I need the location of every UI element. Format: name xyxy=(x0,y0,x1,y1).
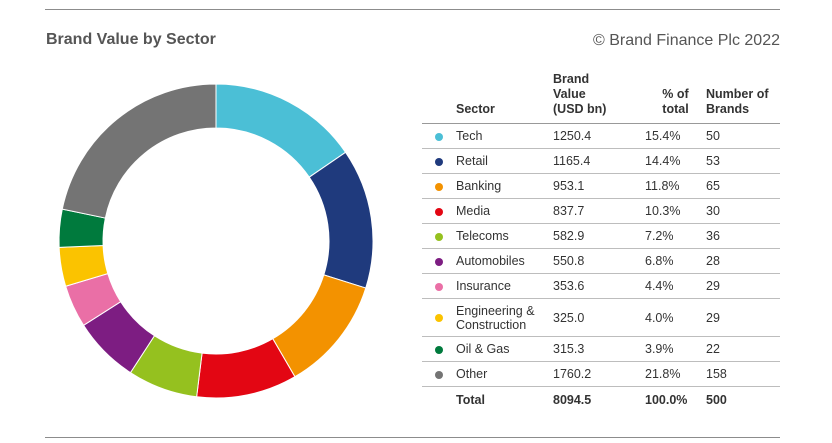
sector-name: Banking xyxy=(456,173,553,199)
sector-swatch xyxy=(422,148,456,174)
table-row: Retail 1165.4 14.4% 53 xyxy=(422,148,780,174)
sector-name: Retail xyxy=(456,148,553,174)
legend-dot-icon xyxy=(435,370,443,379)
sector-name: Automobiles xyxy=(456,248,553,274)
sector-swatch xyxy=(422,223,456,249)
top-rule xyxy=(45,9,780,10)
table-header-row: Sector Brand Value (USD bn) % of total N… xyxy=(422,72,780,124)
sector-swatch xyxy=(422,123,456,149)
brand-value: 550.8 xyxy=(553,248,645,274)
copyright-notice: © Brand Finance Plc 2022 xyxy=(592,32,780,49)
pct-of-total: 3.9% xyxy=(645,336,706,362)
table-row: Other 1760.2 21.8% 158 xyxy=(422,361,780,387)
brand-count: 28 xyxy=(706,248,780,274)
total-value: 8094.5 xyxy=(553,393,592,407)
brand-value: 353.6 xyxy=(553,273,645,299)
bottom-rule xyxy=(45,437,780,438)
pct-of-total: 11.8% xyxy=(645,173,706,199)
brand-count: 36 xyxy=(706,223,780,249)
brand-count: 30 xyxy=(706,198,780,224)
brand-count: 158 xyxy=(706,361,780,387)
pct-of-total: 14.4% xyxy=(645,148,706,174)
sector-swatch xyxy=(422,336,456,362)
brand-value: 953.1 xyxy=(553,173,645,199)
total-pct: 100.0% xyxy=(645,393,688,407)
brand-count: 22 xyxy=(706,336,780,362)
pct-of-total: 10.3% xyxy=(645,198,706,224)
pct-of-total: 21.8% xyxy=(645,361,706,387)
table-row: Automobiles 550.8 6.8% 28 xyxy=(422,248,780,274)
brand-value: 837.7 xyxy=(553,198,645,224)
sector-swatch xyxy=(422,361,456,387)
header-swatch xyxy=(422,72,456,124)
header-pct: % of total xyxy=(645,72,706,124)
brand-value: 325.0 xyxy=(553,298,645,337)
legend-dot-icon xyxy=(435,282,443,291)
header-brand-value: Brand Value (USD bn) xyxy=(553,72,645,124)
legend-dot-icon xyxy=(435,157,443,166)
legend-dot-icon xyxy=(435,345,443,354)
sector-swatch xyxy=(422,248,456,274)
brand-value: 1250.4 xyxy=(553,123,645,149)
table-row: Oil & Gas 315.3 3.9% 22 xyxy=(422,336,780,362)
table-row: Insurance 353.6 4.4% 29 xyxy=(422,273,780,299)
brand-value: 1760.2 xyxy=(553,361,645,387)
brand-count: 53 xyxy=(706,148,780,174)
header-sector: Sector xyxy=(456,72,553,124)
legend-dot-icon xyxy=(435,182,443,191)
total-label: Total xyxy=(456,393,485,407)
sector-swatch xyxy=(422,298,456,337)
donut-slice-tech xyxy=(215,83,347,178)
pct-of-total: 15.4% xyxy=(645,123,706,149)
chart-title: Brand Value by Sector xyxy=(46,31,216,48)
sector-name: Media xyxy=(456,198,553,224)
brand-value: 315.3 xyxy=(553,336,645,362)
sector-name: Telecoms xyxy=(456,223,553,249)
pct-of-total: 6.8% xyxy=(645,248,706,274)
table-row: Media 837.7 10.3% 30 xyxy=(422,198,780,224)
donut-slice-banking xyxy=(272,274,367,378)
sector-swatch xyxy=(422,273,456,299)
sector-name: Tech xyxy=(456,123,553,149)
donut-slice-retail xyxy=(308,151,374,289)
sector-swatch xyxy=(422,173,456,199)
table-row: Tech 1250.4 15.4% 50 xyxy=(422,123,780,149)
pct-of-total: 4.4% xyxy=(645,273,706,299)
brand-count: 50 xyxy=(706,123,780,149)
total-count: 500 xyxy=(706,393,727,407)
brand-value: 1165.4 xyxy=(553,148,645,174)
legend-dot-icon xyxy=(435,257,443,266)
brand-value: 582.9 xyxy=(553,223,645,249)
sector-name: Engineering & Construction xyxy=(456,298,553,337)
table-row: Telecoms 582.9 7.2% 36 xyxy=(422,223,780,249)
pct-of-total: 7.2% xyxy=(645,223,706,249)
table-row: Engineering & Construction 325.0 4.0% 29 xyxy=(422,298,780,337)
header-count: Number of Brands xyxy=(706,72,780,124)
brand-count: 65 xyxy=(706,173,780,199)
legend-dot-icon xyxy=(435,207,443,216)
pct-of-total: 4.0% xyxy=(645,298,706,337)
sector-table: Sector Brand Value (USD bn) % of total N… xyxy=(422,72,780,413)
brand-count: 29 xyxy=(706,273,780,299)
donut-slice-other xyxy=(61,83,217,219)
sector-name: Other xyxy=(456,361,553,387)
legend-dot-icon xyxy=(435,314,443,323)
sector-swatch xyxy=(422,198,456,224)
sector-name: Insurance xyxy=(456,273,553,299)
brand-count: 29 xyxy=(706,298,780,337)
legend-dot-icon xyxy=(435,232,443,241)
total-row: Total 8094.5 100.0% 500 xyxy=(422,387,780,414)
donut-chart xyxy=(58,83,374,399)
legend-dot-icon xyxy=(435,132,443,141)
sector-name: Oil & Gas xyxy=(456,336,553,362)
table-row: Banking 953.1 11.8% 65 xyxy=(422,173,780,199)
